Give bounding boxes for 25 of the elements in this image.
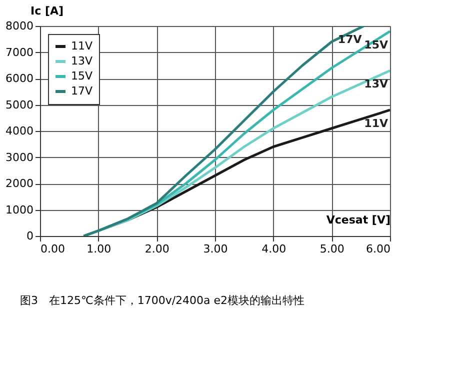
- text: 17V: [338, 33, 362, 46]
- y-tick-label: 6000: [6, 72, 34, 85]
- y-tick-label: 5000: [6, 98, 34, 112]
- legend-label: 17V: [71, 84, 93, 98]
- text: 13V: [364, 78, 388, 91]
- y-tick-label: 7000: [6, 46, 34, 59]
- x-tick-label: 1.00: [86, 242, 112, 256]
- x-tick-label: 0.00: [40, 242, 65, 256]
- x-tick-label: 4.00: [262, 242, 286, 256]
- y-tick-label: 3000: [6, 150, 34, 164]
- x-tick-label: 6.00: [366, 242, 390, 256]
- y-tick-label: 1000: [6, 203, 34, 216]
- y-tick-label: 2000: [6, 177, 34, 190]
- y-tick-label: 4000: [6, 124, 34, 138]
- x-tick-label: 5.00: [320, 242, 344, 256]
- legend-label: 15V: [71, 70, 93, 82]
- text: 11V: [364, 117, 388, 130]
- x-tick-label: 2.00: [144, 242, 170, 256]
- caption: 图3 在125℃条件下，1700v/2400a e2模块的输出特性: [20, 294, 305, 307]
- legend-label: 11V: [71, 40, 93, 52]
- y-tick-label: 0: [26, 230, 34, 242]
- y-axis-title: Ic [A]: [30, 4, 64, 18]
- y-tick-label: 8000: [6, 20, 34, 32]
- x-tick-label: 3.00: [203, 242, 228, 256]
- legend-label: 13V: [71, 54, 93, 68]
